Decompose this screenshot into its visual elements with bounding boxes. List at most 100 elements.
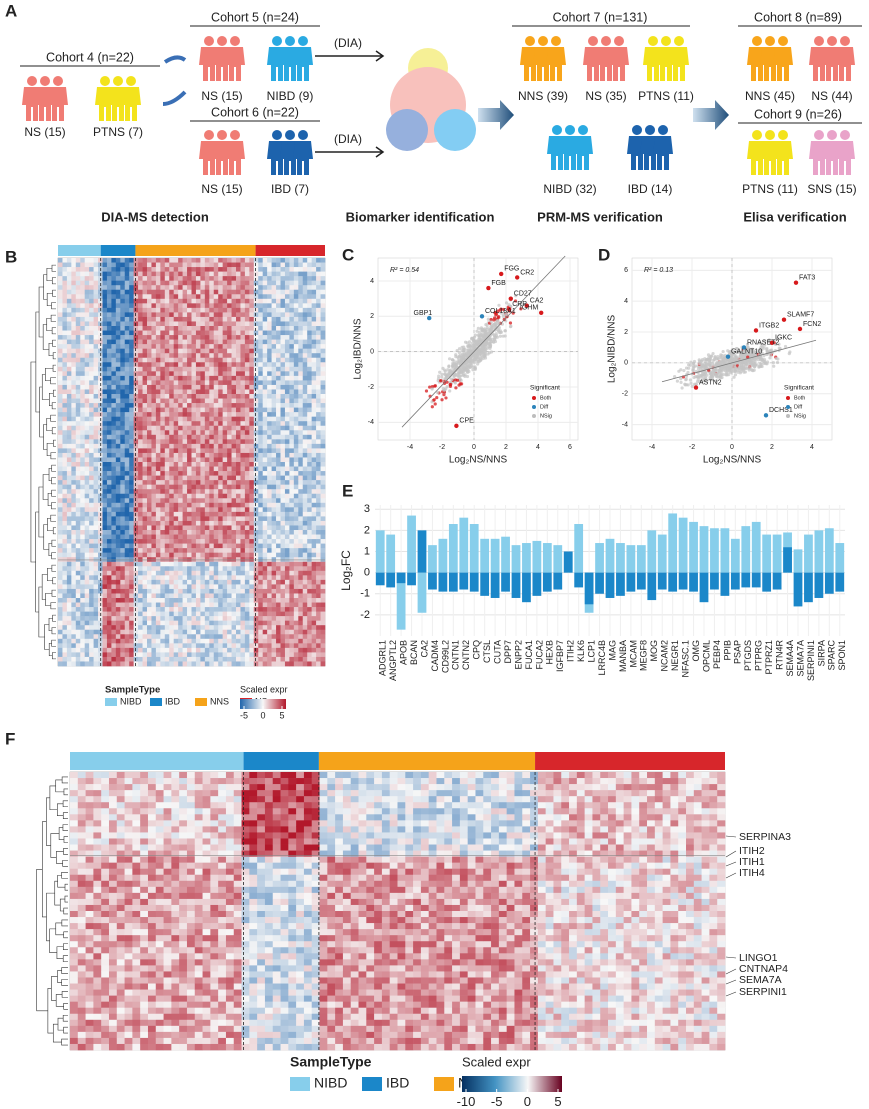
heatmap-cell: [71, 643, 77, 649]
heatmap-cell: [151, 575, 157, 581]
heatmap-cell: [138, 643, 143, 649]
heatmap-cell: [253, 407, 259, 413]
heatmap-cell: [75, 380, 81, 386]
heatmap-cell: [71, 452, 77, 458]
heatmap-cell: [142, 516, 148, 522]
heatmap-cell: [244, 484, 250, 490]
heatmap-cell: [200, 471, 206, 476]
heatmap-cell: [187, 303, 192, 309]
heatmap-cell: [75, 643, 81, 649]
heatmap-cell: [62, 634, 68, 640]
person-icon: [778, 36, 788, 46]
heatmap-cell: [102, 598, 108, 603]
heatmap-cell: [200, 457, 206, 463]
heatmap-cell: [58, 588, 63, 594]
heatmap-cell: [155, 357, 161, 363]
heatmap-cell: [102, 394, 108, 399]
heatmap-cell: [244, 652, 250, 658]
heatmap-cell: [89, 534, 94, 540]
heatmap-cell: [138, 335, 143, 340]
heatmap-cell: [209, 530, 215, 535]
heatmap-cell: [80, 516, 85, 522]
heatmap-cell: [244, 520, 250, 526]
heatmap-cell: [293, 638, 299, 644]
heatmap-cell: [276, 493, 281, 499]
heatmap-cell: [80, 471, 85, 476]
heatmap-cell: [209, 602, 215, 608]
heatmap-cell: [98, 530, 103, 535]
heatmap-cell: [218, 661, 223, 667]
heatmap-cell: [191, 262, 197, 268]
heatmap-cell: [182, 607, 188, 612]
heatmap-cell: [276, 634, 281, 640]
heatmap-cell: [75, 407, 81, 413]
heatmap-cell: [271, 258, 277, 263]
heatmap-cell: [218, 652, 223, 658]
heatmap-cell: [218, 439, 223, 445]
heatmap-cell: [80, 366, 85, 372]
person-icon: [835, 47, 855, 81]
heatmap-cell: [231, 294, 237, 300]
heatmap-cell: [138, 326, 143, 331]
heatmap-cell: [93, 348, 99, 354]
heatmap-cell: [111, 575, 117, 581]
heatmap-cell: [151, 289, 157, 295]
heatmap-cell: [173, 326, 179, 331]
heatmap-cell: [267, 620, 272, 626]
heatmap-cell: [222, 276, 228, 281]
heatmap-cell: [244, 579, 250, 585]
heatmap-cell: [124, 339, 130, 345]
heatmap-cell: [267, 480, 272, 485]
heatmap-cell: [66, 661, 72, 667]
heatmap-cell: [160, 398, 166, 404]
heatmap-cell: [138, 384, 143, 390]
heatmap-cell: [262, 647, 268, 653]
heatmap-cell: [124, 421, 130, 427]
heatmap-cell: [164, 421, 170, 427]
heatmap-cell: [102, 280, 108, 286]
heatmap-cell: [249, 566, 255, 572]
heatmap-cell: [173, 593, 179, 599]
heatmap-cell: [124, 294, 130, 300]
heatmap-cell: [160, 507, 166, 513]
heatmap-cell: [98, 348, 103, 354]
heatmap-cell: [151, 407, 157, 413]
heatmap-cell: [191, 280, 197, 286]
heatmap-cell: [106, 294, 112, 300]
heatmap-cell: [222, 316, 228, 322]
heatmap-cell: [120, 412, 126, 417]
heatmap-cell: [191, 566, 197, 572]
heatmap-cell: [160, 489, 166, 495]
heatmap-cell: [80, 452, 85, 458]
heatmap-cell: [213, 634, 219, 640]
heatmap-cell: [115, 307, 121, 313]
heatmap-cell: [106, 276, 112, 281]
heatmap-cell: [142, 593, 148, 599]
heatmap-cell: [129, 598, 134, 603]
heatmap-cell: [213, 371, 219, 377]
heatmap-cell: [289, 584, 295, 590]
heatmap-cell: [244, 289, 250, 295]
heatmap-cell: [115, 394, 121, 399]
heatmap-cell: [293, 584, 299, 590]
heatmap-cell: [218, 298, 223, 304]
heatmap-cell: [173, 425, 179, 431]
heatmap-cell: [249, 452, 255, 458]
heatmap-cell: [129, 353, 134, 359]
heatmap-cell: [106, 335, 112, 340]
heatmap-cell: [129, 548, 134, 553]
heatmap-cell: [89, 357, 94, 363]
heatmap-cell: [75, 353, 81, 359]
heatmap-cell: [129, 570, 134, 576]
heatmap-cell: [142, 566, 148, 572]
heatmap-cell: [200, 443, 206, 449]
heatmap-cell: [227, 357, 232, 363]
heatmap-cell: [289, 620, 295, 626]
heatmap-cell: [133, 625, 139, 631]
heatmap-cell: [75, 394, 81, 399]
heatmap-cell: [80, 262, 85, 268]
heatmap-cell: [120, 434, 126, 440]
heatmap-cell: [173, 625, 179, 631]
heatmap-cell: [142, 276, 148, 281]
heatmap-cell: [253, 321, 259, 327]
